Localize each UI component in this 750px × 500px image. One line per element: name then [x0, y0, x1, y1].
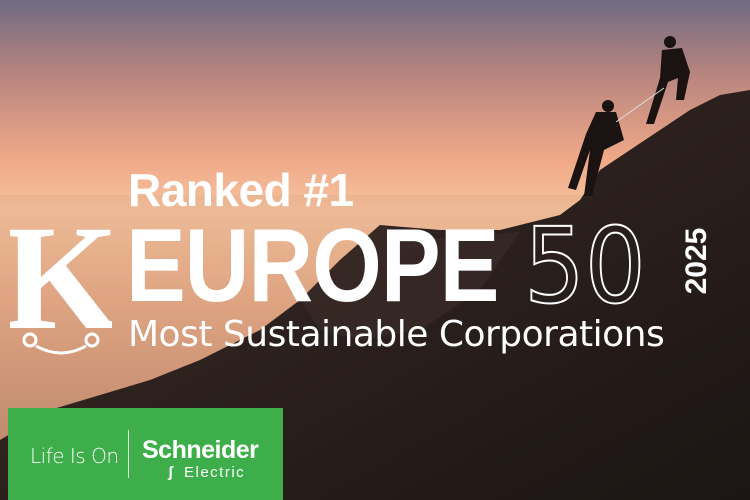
- k-logo: K: [10, 200, 112, 360]
- brand-sub: Electric: [184, 464, 246, 481]
- fifty-outline: 50: [523, 205, 647, 327]
- subtitle: Most Sustainable Corporations: [128, 314, 665, 355]
- divider: [128, 430, 129, 478]
- climbers: [568, 36, 690, 196]
- brand-name: Schneider: [142, 436, 259, 464]
- schneider-plug-icon: ʃ: [168, 464, 173, 481]
- tagline: Life Is On: [30, 444, 119, 468]
- schneider-brand-box: Life Is On Schneider ʃ Electric: [8, 408, 283, 500]
- year-label: 2025: [680, 227, 713, 295]
- europe-title: EUROPE: [126, 208, 499, 324]
- ranked-label: Ranked #1: [128, 164, 354, 216]
